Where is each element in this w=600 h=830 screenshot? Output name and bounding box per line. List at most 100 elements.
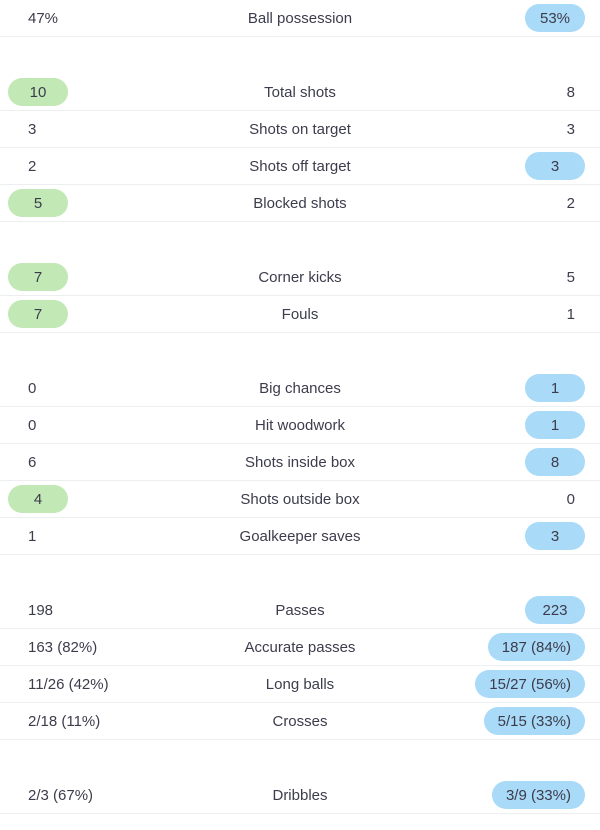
- away-value-cell: 1: [430, 296, 600, 332]
- away-value-cell: 1: [430, 407, 600, 443]
- home-value-cell: 0: [0, 407, 170, 443]
- home-value-cell: 1: [0, 518, 170, 554]
- home-value: 2: [28, 157, 37, 175]
- stat-label: Ball possession: [247, 9, 353, 27]
- stat-group-gap: [0, 222, 600, 259]
- home-value: 6: [28, 453, 37, 471]
- stat-group-gap: [0, 740, 600, 777]
- away-value: 3: [525, 522, 585, 550]
- stat-label: Shots outside box: [240, 490, 360, 508]
- away-value: 8: [566, 83, 575, 101]
- home-value-cell: 10: [0, 74, 170, 110]
- stat-group-possession: 47% Ball possession 53%: [0, 0, 600, 37]
- away-value-cell: 3: [430, 518, 600, 554]
- home-value: 11/26 (42%): [28, 675, 109, 693]
- home-value: 47%: [28, 9, 59, 27]
- away-value-cell: 53%: [430, 0, 600, 36]
- home-value-cell: 47%: [0, 0, 170, 36]
- away-value-cell: 1: [430, 370, 600, 406]
- stat-label: Long balls: [265, 675, 335, 693]
- stat-group-gap: [0, 37, 600, 74]
- stat-label: Corner kicks: [258, 268, 342, 286]
- stat-row: 198 Passes 223: [0, 592, 600, 629]
- away-value-cell: 8: [430, 444, 600, 480]
- home-value: 198: [28, 601, 54, 619]
- away-value-cell: 15/27 (56%): [430, 666, 600, 702]
- stat-label: Hit woodwork: [254, 416, 346, 434]
- stat-group-gap: [0, 333, 600, 370]
- stat-label: Goalkeeper saves: [239, 527, 361, 545]
- stat-label: Accurate passes: [244, 638, 356, 656]
- away-value: 3: [566, 120, 575, 138]
- home-value: 0: [28, 416, 37, 434]
- stat-row: 7 Corner kicks 5: [0, 259, 600, 296]
- home-value-cell: 198: [0, 592, 170, 628]
- stat-label: Blocked shots: [253, 194, 347, 212]
- stat-row: 6 Shots inside box 8: [0, 444, 600, 481]
- away-value: 223: [525, 596, 585, 624]
- away-value-cell: 3: [430, 148, 600, 184]
- stat-row: 2/3 (67%) Dribbles 3/9 (33%): [0, 777, 600, 814]
- stat-group-attacking: 0 Big chances 1 0 Hit woodwork 1 6 Shots inside…: [0, 370, 600, 555]
- away-value: 8: [525, 448, 585, 476]
- stat-row: 10 Total shots 8: [0, 74, 600, 111]
- home-value-cell: 3: [0, 111, 170, 147]
- stat-label: Shots off target: [249, 157, 351, 175]
- stat-row: 163 (82%) Accurate passes 187 (84%): [0, 629, 600, 666]
- stat-row: 2 Shots off target 3: [0, 148, 600, 185]
- away-value: 2: [566, 194, 575, 212]
- stat-label: Big chances: [259, 379, 341, 397]
- away-value-cell: 223: [430, 592, 600, 628]
- stat-label: Total shots: [264, 83, 336, 101]
- stat-group-shots: 10 Total shots 8 3 Shots on target 3 2 Shots of…: [0, 74, 600, 222]
- away-value: 3/9 (33%): [491, 781, 585, 809]
- stat-label: Fouls: [281, 305, 319, 323]
- home-value-cell: 2/3 (67%): [0, 777, 170, 813]
- home-value: 163 (82%): [28, 638, 98, 656]
- home-value-cell: 163 (82%): [0, 629, 170, 665]
- away-value: 187 (84%): [487, 633, 585, 661]
- home-value-cell: 0: [0, 370, 170, 406]
- home-value-cell: 4: [0, 481, 170, 517]
- stat-row: 0 Hit woodwork 1: [0, 407, 600, 444]
- stat-label: Dribbles: [272, 786, 328, 804]
- stat-row: 11/26 (42%) Long balls 15/27 (56%): [0, 666, 600, 703]
- stat-row: 4 Shots outside box 0: [0, 481, 600, 518]
- home-value: 4: [8, 485, 68, 513]
- away-value-cell: 8: [430, 74, 600, 110]
- stat-label: Shots inside box: [244, 453, 356, 471]
- home-value: 7: [8, 263, 68, 291]
- stat-label: Passes: [275, 601, 325, 619]
- away-value: 5: [566, 268, 575, 286]
- stat-group-set-pieces-discipline: 7 Corner kicks 5 7 Fouls 1: [0, 259, 600, 333]
- home-value-cell: 7: [0, 296, 170, 332]
- stat-label: Shots on target: [249, 120, 351, 138]
- away-value: 1: [525, 411, 585, 439]
- stat-row: 1 Goalkeeper saves 3: [0, 518, 600, 555]
- home-value: 3: [28, 120, 37, 138]
- stat-group-passing: 198 Passes 223 163 (82%) Accurate passes 187 …: [0, 592, 600, 740]
- away-value: 0: [566, 490, 575, 508]
- away-value-cell: 3/9 (33%): [430, 777, 600, 813]
- home-value: 2/18 (11%): [28, 712, 101, 730]
- home-value: 5: [8, 189, 68, 217]
- away-value-cell: 187 (84%): [430, 629, 600, 665]
- away-value-cell: 3: [430, 111, 600, 147]
- home-value-cell: 5: [0, 185, 170, 221]
- home-value: 2/3 (67%): [28, 786, 94, 804]
- away-value: 5/15 (33%): [483, 707, 585, 735]
- stat-row: 5 Blocked shots 2: [0, 185, 600, 222]
- away-value: 15/27 (56%): [475, 670, 585, 698]
- away-value: 1: [566, 305, 575, 323]
- home-value: 7: [8, 300, 68, 328]
- stat-row: 0 Big chances 1: [0, 370, 600, 407]
- away-value-cell: 0: [430, 481, 600, 517]
- home-value: 10: [8, 78, 68, 106]
- home-value: 0: [28, 379, 37, 397]
- away-value-cell: 5/15 (33%): [430, 703, 600, 739]
- home-value-cell: 2: [0, 148, 170, 184]
- away-value: 1: [525, 374, 585, 402]
- home-value-cell: 6: [0, 444, 170, 480]
- stat-row: 47% Ball possession 53%: [0, 0, 600, 37]
